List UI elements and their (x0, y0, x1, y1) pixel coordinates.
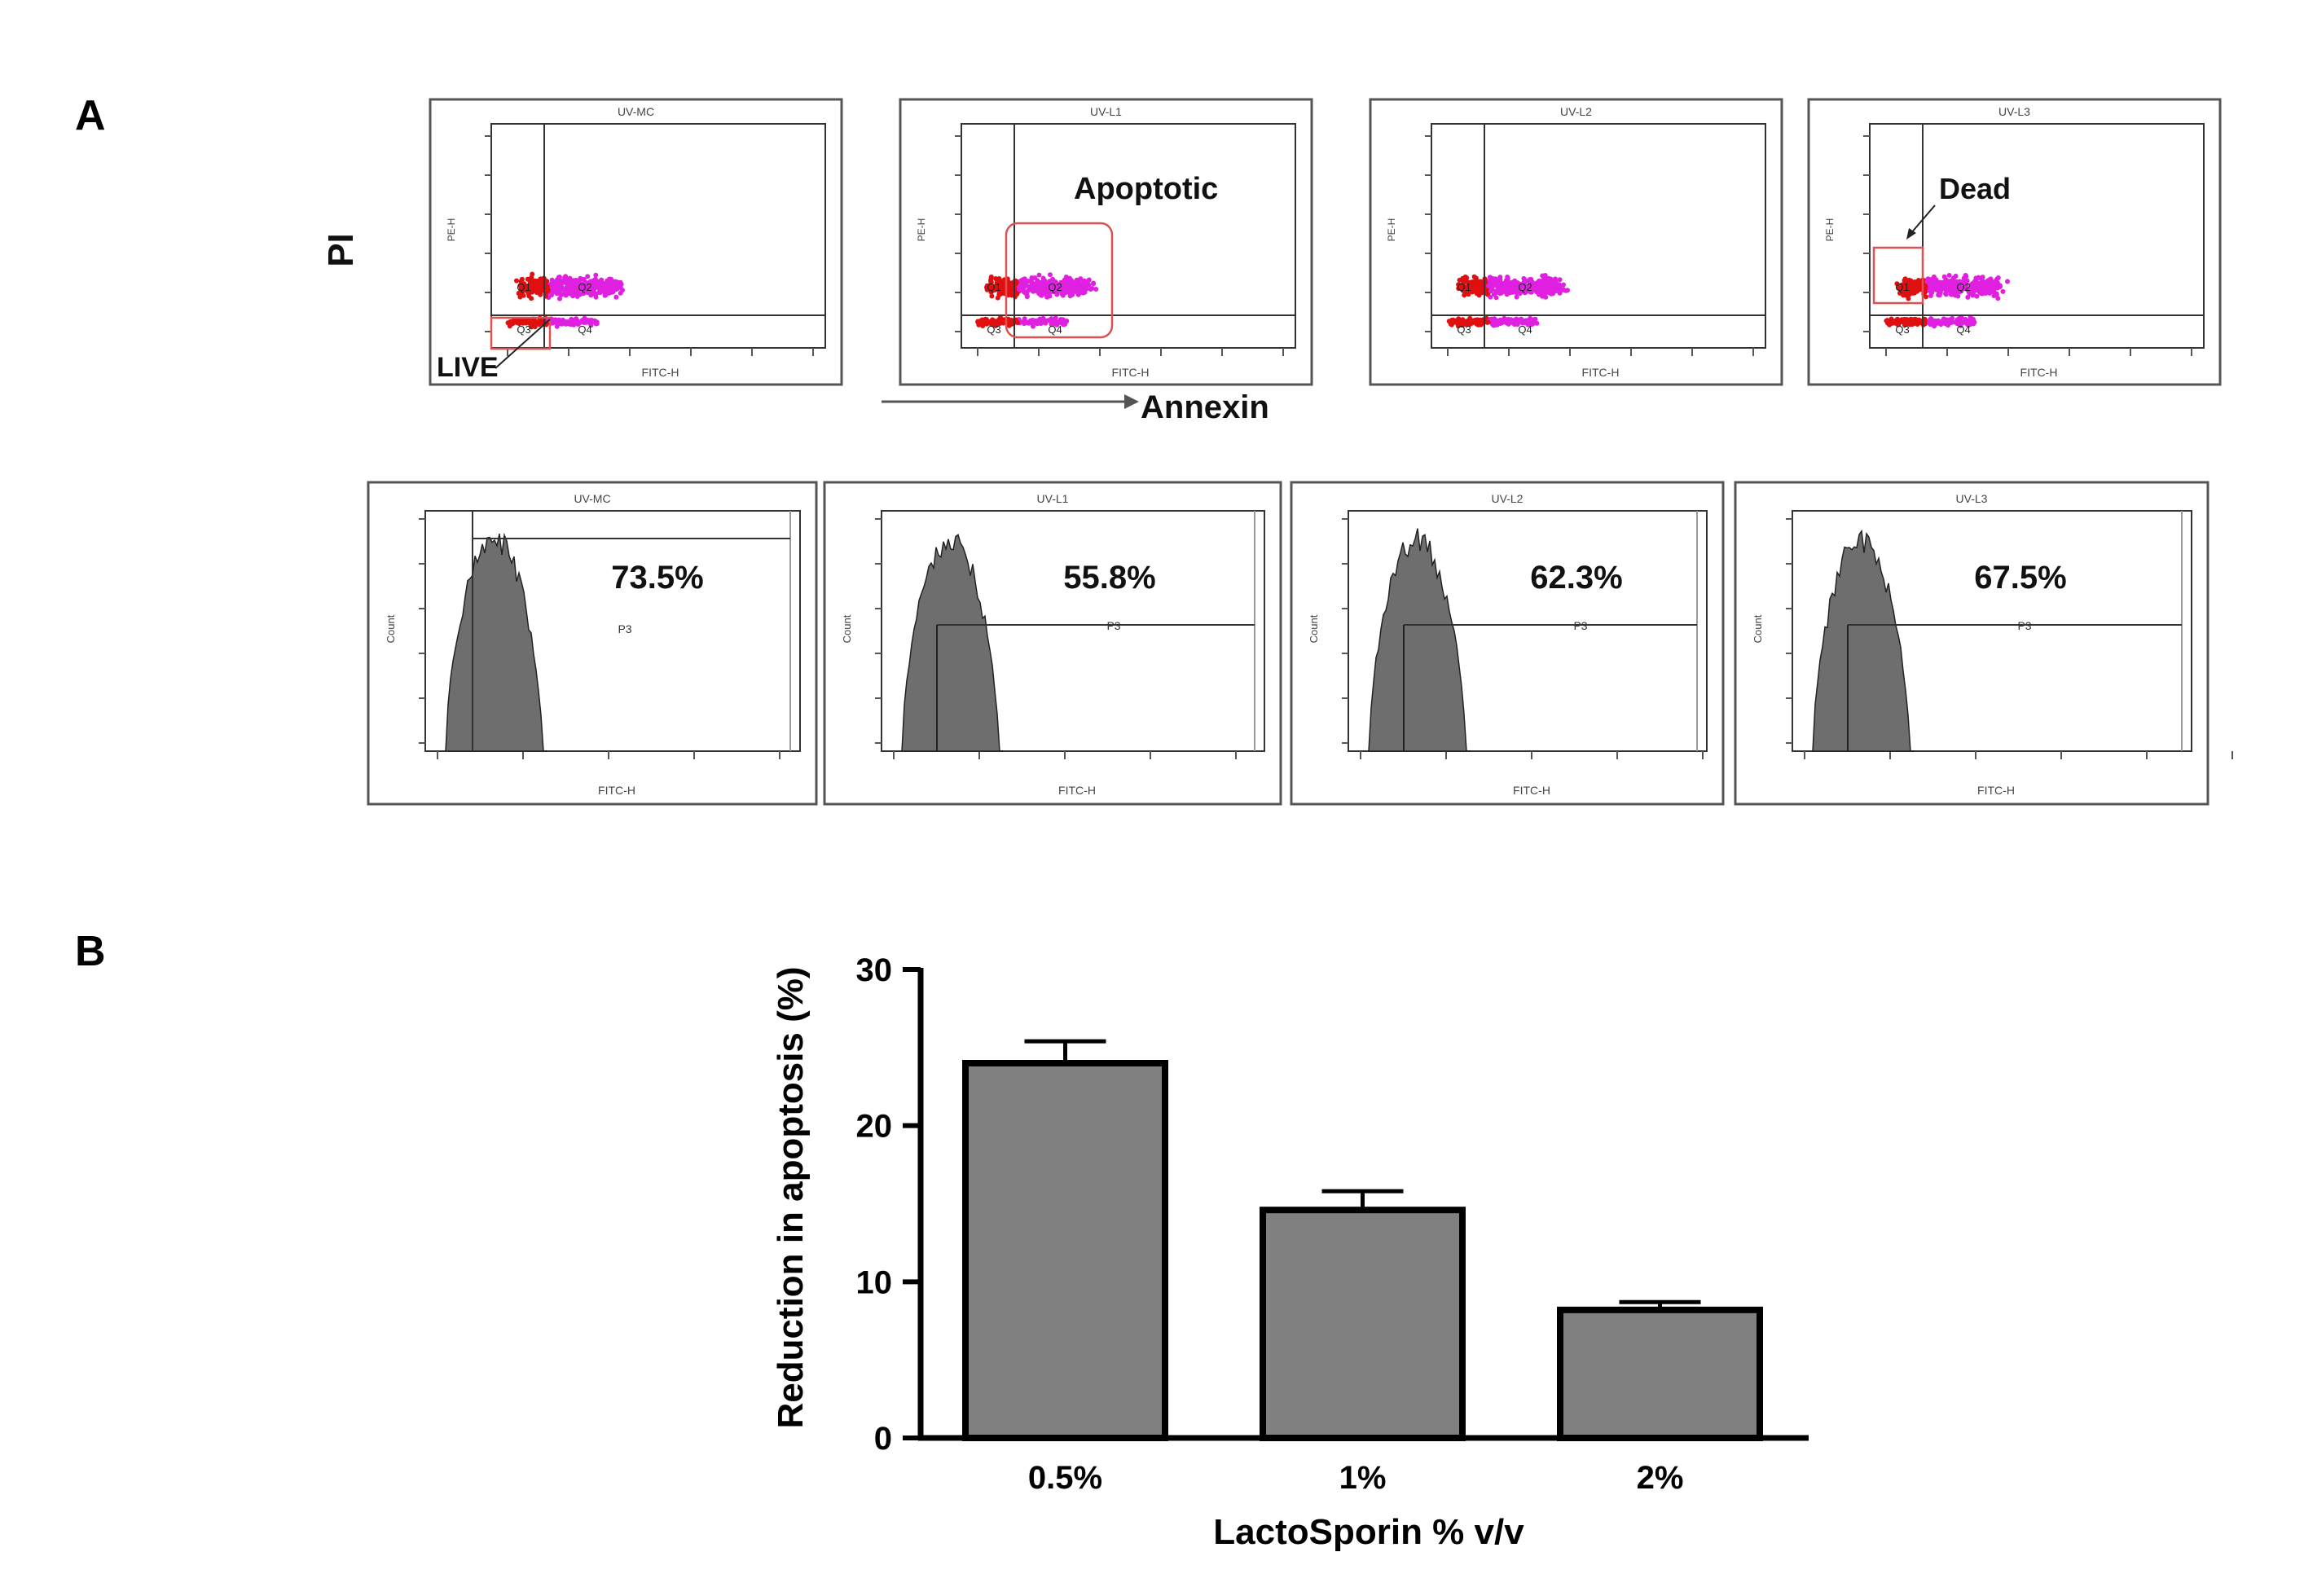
quadrant-label: Q4 (1956, 323, 1970, 336)
histogram-row: UV-MC FITC-H Count P3 73.5% UV-L1 FITC-H Count P… (367, 481, 2233, 806)
y-tick-label: 20 (856, 1109, 893, 1145)
quadrant-label: Q1 (517, 281, 530, 293)
histogram-xlabel: FITC-H (1977, 784, 2015, 797)
bar-1% (1260, 1207, 1466, 1441)
quadrant-label: Q4 (1048, 323, 1062, 336)
bar-2% (1557, 1306, 1763, 1442)
annexin-axis-label: Annexin (1141, 389, 1269, 425)
dot-plot-xlabel: FITC-H (642, 366, 679, 379)
histogram-title: UV-L3 (1956, 492, 1988, 505)
histogram-xlabel: FITC-H (1058, 784, 1096, 797)
quadrant-label: Q3 (1895, 323, 1909, 336)
histogram-xlabel: FITC-H (598, 784, 635, 797)
histogram-ylabel: Count (385, 614, 397, 643)
percent-label: 67.5% (1974, 560, 2066, 596)
x-tick-label: 1% (1339, 1460, 1387, 1496)
quadrant-label: Q1 (987, 281, 1000, 293)
chart-xlabel: LactoSporin % v/v (1213, 1512, 1524, 1552)
percent-label: 73.5% (611, 560, 703, 596)
dot-plot-ylabel: PE-H (916, 218, 927, 242)
histogram-title: UV-L2 (1492, 492, 1524, 505)
dot-plot-title: UV-L1 (1090, 105, 1122, 118)
gate-label: P3 (618, 622, 631, 635)
x-tick-label: 2% (1637, 1460, 1684, 1496)
chart-ylabel: Reduction in apoptosis (%) (771, 966, 811, 1428)
quadrant-label: Q1 (1457, 281, 1471, 293)
quadrant-label: Q3 (517, 323, 530, 336)
dot-plot-title: UV-MC (618, 105, 654, 118)
dead-callout: Dead (1939, 172, 2011, 205)
histogram-title: UV-MC (574, 492, 610, 505)
histogram-title: UV-L1 (1037, 492, 1069, 505)
y-tick-label: 10 (856, 1264, 893, 1300)
quadrant-label: Q2 (1956, 281, 1970, 293)
y-tick-label: 0 (874, 1421, 892, 1457)
bar-0.5% (962, 1060, 1168, 1441)
panel-label-b: B (75, 928, 106, 975)
dot-plot-xlabel: FITC-H (2020, 366, 2058, 379)
histogram-ylabel: Count (1308, 614, 1320, 643)
histogram-xlabel: FITC-H (1513, 784, 1550, 797)
dot-plot-ylabel: PE-H (1386, 218, 1397, 242)
dot-plot-row: UV-MC FITC-H PE-H Q1 Q2 Q3 Q4 LIVE UV-L1 FITC-H PE… (429, 98, 2222, 386)
quadrant-label: Q3 (987, 323, 1000, 336)
histogram-ylabel: Count (841, 614, 853, 643)
dot-plot-title: UV-L3 (1998, 105, 2030, 118)
percent-label: 62.3% (1530, 560, 1622, 596)
dot-plot-4: UV-L3 FITC-H PE-H Q1 Q2 Q3 Q4 Dead (1807, 98, 2222, 386)
dot-plot-3: UV-L2 FITC-H PE-H Q1 Q2 Q3 Q4 (1369, 98, 1783, 386)
live-callout: LIVE (437, 352, 499, 383)
quadrant-label: Q4 (1518, 323, 1532, 336)
panel-label-a: A (75, 92, 106, 139)
histogram-ylabel: Count (1752, 614, 1764, 643)
quadrant-label: Q2 (1518, 281, 1532, 293)
dot-plot-ylabel: PE-H (446, 218, 457, 242)
quadrant-label: Q4 (578, 323, 591, 336)
dot-plot-2: UV-L1 FITC-H PE-H Q1 Q2 Q3 Q4 Apoptotic (899, 98, 1313, 386)
y-tick-label: 30 (856, 952, 893, 988)
histogram-3: UV-L2 FITC-H Count P3 62.3% (1290, 481, 1789, 806)
histogram-4: UV-L3 FITC-H Count P3 67.5% (1734, 481, 2233, 806)
gate-label: P3 (1573, 619, 1587, 632)
gate-label: P3 (1106, 619, 1120, 632)
dot-plot-1: UV-MC FITC-H PE-H Q1 Q2 Q3 Q4 LIVE (429, 98, 843, 386)
quadrant-label: Q2 (578, 281, 591, 293)
quadrant-label: Q2 (1048, 281, 1062, 293)
quadrant-label: Q1 (1895, 281, 1909, 293)
dot-plot-title: UV-L2 (1560, 105, 1592, 118)
dot-plot-xlabel: FITC-H (1582, 366, 1620, 379)
dot-plot-ylabel: PE-H (1824, 218, 1836, 242)
x-tick-label: 0.5% (1028, 1460, 1102, 1496)
percent-label: 55.8% (1063, 560, 1155, 596)
histogram-2: UV-L1 FITC-H Count P3 55.8% (823, 481, 1322, 806)
annexin-arrow (882, 394, 1139, 409)
dot-plot-xlabel: FITC-H (1112, 366, 1150, 379)
apoptotic-callout: Apoptotic (1074, 172, 1218, 206)
gate-label: P3 (2017, 619, 2031, 632)
histogram-1: UV-MC FITC-H Count P3 73.5% (367, 481, 866, 806)
quadrant-label: Q3 (1457, 323, 1471, 336)
